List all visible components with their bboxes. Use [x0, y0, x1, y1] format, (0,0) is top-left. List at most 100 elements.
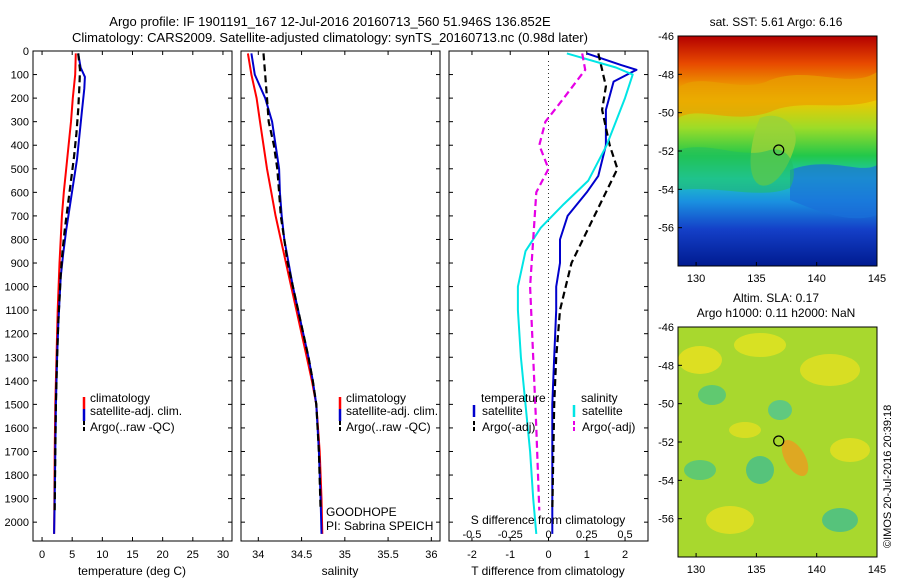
legend-label-s-satellite: satellite	[582, 404, 623, 418]
temperature-series	[53, 53, 86, 534]
temperature-axes: 0100200300400500600700800900100011001200…	[5, 46, 232, 561]
sla-blob	[822, 508, 858, 532]
map-x-tick-label: 140	[808, 564, 826, 576]
s-tick-label: -0.5	[462, 529, 481, 541]
sla-blob	[734, 333, 786, 357]
x-tick-label: 1	[584, 549, 590, 561]
y-tick-label: 300	[11, 117, 29, 129]
x-tick-label: 0	[545, 549, 551, 561]
sla-blob	[698, 385, 726, 405]
sst-cold-patch	[790, 164, 877, 219]
map-x-tick-label: 135	[747, 564, 765, 576]
x-tick-label: 2	[622, 549, 628, 561]
sst-map-axes: 130 135 140 145 -46 -48 -50 -52 -54 -56	[658, 31, 886, 285]
map-y-tick-label: -46	[658, 31, 674, 43]
x-tick-label: 35	[339, 549, 351, 561]
series-line-satellite-adj-clim	[53, 53, 86, 534]
y-tick-label: 200	[11, 93, 29, 105]
map-y-tick-label: -56	[658, 514, 674, 526]
series-line-satellite	[516, 52, 634, 534]
x-tick-label: 34.5	[291, 549, 312, 561]
temperature-legend: climatology satellite-adj. clim. Argo(..…	[82, 391, 182, 434]
map-y-tick-label: -48	[658, 69, 674, 81]
s-difference-label: S difference from climatology	[471, 513, 626, 527]
series-line-climatology	[53, 53, 77, 534]
y-tick-label: 900	[11, 258, 29, 270]
x-tick-label: -1	[505, 549, 515, 561]
x-tick-label: 36	[425, 549, 437, 561]
x-tick-label: 5	[69, 549, 75, 561]
legend-heading-salinity: salinity	[581, 391, 618, 405]
y-tick-label: 1200	[5, 329, 29, 341]
x-tick-label: 15	[126, 549, 138, 561]
sst-profile-marker	[773, 144, 785, 156]
series-line-argo-adj	[528, 53, 587, 511]
map-x-tick-label: 140	[808, 273, 826, 285]
sla-blob	[768, 400, 792, 420]
project-annotation: GOODHOPE	[326, 505, 397, 519]
sla-map-field	[678, 327, 877, 557]
map-y-tick-label: -50	[658, 399, 674, 411]
legend-label-climatology: climatology	[346, 391, 406, 405]
salinity-axes: 34 34.5 35 35.5 36	[241, 50, 440, 561]
map-y-tick-label: -52	[658, 437, 674, 449]
s-tick-label: -0.25	[498, 529, 523, 541]
legend-label-argo: Argo(..raw -QC)	[90, 420, 175, 434]
y-tick-label: 500	[11, 164, 29, 176]
s-tick-label: 0.25	[576, 529, 597, 541]
legend-heading-temperature: temperature	[481, 391, 546, 405]
y-tick-label: 1300	[5, 352, 29, 364]
sla-map-axes: 130 135 140 145 -46 -48 -50 -52 -54 -56	[658, 322, 886, 576]
y-tick-label: 800	[11, 234, 29, 246]
legend-label-t-argo: Argo(-adj)	[482, 420, 535, 434]
difference-legend: temperature salinity satellite Argo(-adj…	[472, 391, 635, 434]
map-y-tick-label: -56	[658, 223, 674, 235]
sla-blob	[746, 456, 774, 484]
difference-xlabel: T difference from climatology	[471, 564, 625, 578]
sla-blob	[800, 354, 860, 386]
y-tick-label: 2000	[5, 517, 29, 529]
sla-blob	[729, 422, 761, 438]
map-x-tick-label: 135	[747, 273, 765, 285]
y-tick-label: 0	[23, 46, 29, 58]
sst-green-band	[678, 147, 794, 193]
series-line-climatology	[246, 53, 324, 534]
map-y-tick-label: -52	[658, 146, 674, 158]
series-line-argo-raw-qc	[262, 53, 322, 511]
temperature-panel-frame	[32, 50, 233, 542]
sla-blob	[830, 438, 870, 462]
y-tick-label: 1800	[5, 470, 29, 482]
series-line-argo-raw-qc	[53, 53, 82, 511]
map-y-tick-label: -46	[658, 322, 674, 334]
y-tick-label: 1500	[5, 399, 29, 411]
x-tick-label: -2	[467, 549, 477, 561]
sla-map-title-2: Argo h1000: 0.11 h2000: NaN	[697, 306, 856, 320]
header-line-2: Climatology: CARS2009. Satellite-adjuste…	[72, 30, 588, 45]
x-tick-label: 34	[252, 549, 264, 561]
map-x-tick-label: 130	[687, 564, 705, 576]
sst-map-title: sat. SST: 5.61 Argo: 6.16	[710, 15, 843, 29]
x-tick-label: 20	[157, 549, 169, 561]
y-tick-label: 1100	[5, 305, 29, 317]
sla-blob	[684, 460, 716, 480]
x-tick-label: 35.5	[377, 549, 398, 561]
salinity-series	[246, 53, 324, 534]
map-x-tick-label: 145	[868, 273, 886, 285]
map-y-tick-label: -50	[658, 108, 674, 120]
y-tick-label: 700	[11, 211, 29, 223]
x-tick-label: 30	[217, 549, 229, 561]
s-tick-label: 0	[545, 529, 551, 541]
sla-map-title-1: Altim. SLA: 0.17	[733, 291, 819, 305]
x-tick-label: 10	[96, 549, 108, 561]
sla-blob	[678, 346, 722, 374]
difference-axes: -2 -1 0 1 2 -0.5 -0.25 0 0.25 0.5	[449, 50, 648, 561]
y-tick-label: 1400	[5, 376, 29, 388]
s-tick-label: 0.5	[617, 529, 632, 541]
sla-blob	[706, 506, 754, 534]
map-y-tick-label: -54	[658, 475, 674, 487]
series-line-satellite-adj-clim	[250, 53, 323, 534]
map-y-tick-label: -54	[658, 184, 674, 196]
salinity-panel-frame	[240, 50, 441, 542]
sla-blob	[781, 439, 809, 477]
temperature-xlabel: temperature (deg C)	[78, 564, 186, 578]
